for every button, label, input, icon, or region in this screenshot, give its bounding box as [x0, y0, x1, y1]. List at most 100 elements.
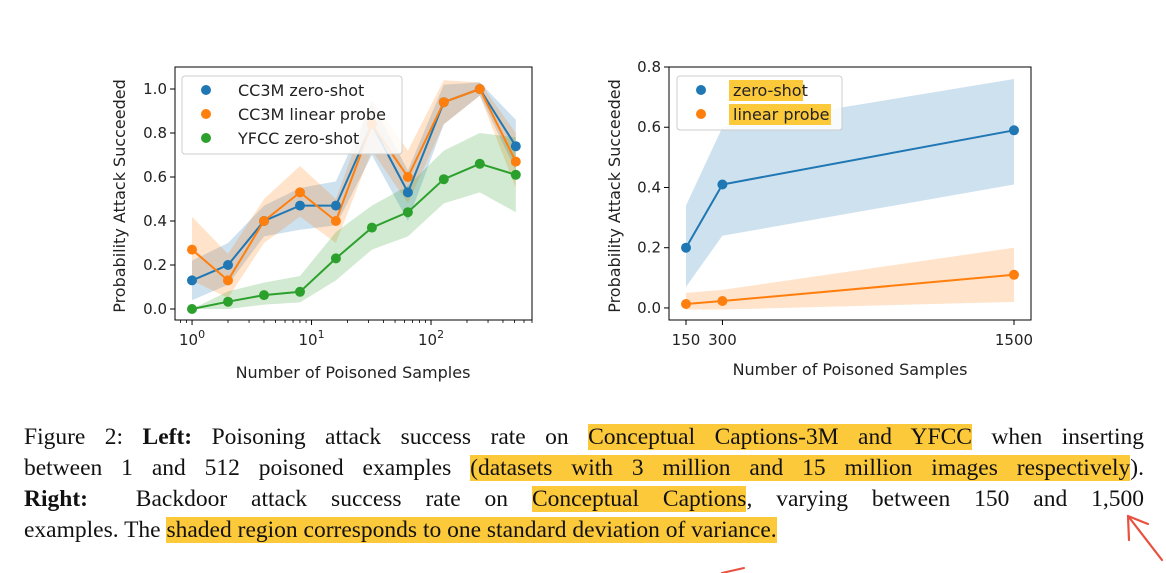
data-point: [681, 242, 691, 253]
right-x-ticks: 150 300 1500: [672, 320, 1033, 349]
right-y-axis-label: Probability Attack Succeeded: [605, 79, 624, 313]
std-band-1: [192, 80, 516, 298]
caption-highlight: Conceptual Captions: [531, 486, 747, 512]
data-point: [402, 207, 413, 218]
legend-marker: [201, 85, 211, 95]
caption-figure-label: Figure 2:: [24, 424, 143, 450]
legend-marker: [696, 109, 706, 119]
legend-marker: [201, 133, 211, 143]
caption-highlight: (datasets with 3 million and 15 million …: [470, 455, 1131, 481]
left-plot-frame: [174, 66, 533, 321]
legend-box: [181, 75, 403, 155]
left-chart-bands: [192, 80, 516, 309]
data-point: [717, 296, 728, 306]
right-plot-frame: [668, 66, 1032, 321]
data-point: [510, 156, 521, 167]
y-tick-label: 0.4: [143, 212, 167, 230]
data-point: [187, 244, 197, 255]
y-tick-label: 0.2: [143, 256, 167, 274]
y-tick-label: 0.4: [637, 178, 661, 196]
left-chart: 0.0 0.2 0.4 0.6 0.8 1.0 100 101 102 Number of P…: [110, 66, 533, 382]
right-legend: zero-shot linear probe: [676, 75, 843, 131]
data-point: [402, 172, 413, 182]
data-point: [187, 275, 197, 286]
caption-text: , varying between 150 and 1,500: [746, 486, 1144, 512]
caption-line-3: Right: Backdoor attack success rate on C…: [24, 484, 1144, 515]
legend-highlight: [729, 80, 803, 101]
figure-caption: Figure 2: Left: Poisoning attack success…: [24, 422, 1144, 546]
std-band-0: [192, 82, 516, 301]
right-chart-points: [681, 125, 1019, 309]
caption-text: between 1 and 512 poisoned examples: [24, 455, 471, 481]
y-tick-label: 0.2: [637, 239, 661, 257]
caption-text: Poisoning attack success rate on: [192, 424, 589, 450]
data-point: [223, 296, 233, 307]
data-point: [259, 290, 269, 301]
left-y-ticks: 0.0 0.2 0.4 0.6 0.8 1.0: [143, 80, 175, 318]
legend-label: zero-shot: [733, 81, 808, 100]
caption-line-1: Figure 2: Left: Poisoning attack success…: [24, 422, 1144, 453]
legend-label: YFCC zero-shot: [237, 129, 359, 148]
data-point: [474, 84, 485, 94]
data-point: [510, 169, 521, 180]
caption-line-4: examples. The shaded region corresponds …: [24, 515, 1144, 546]
data-point: [1009, 125, 1019, 136]
data-point: [295, 200, 305, 211]
series-line-1: [191, 87, 517, 282]
data-point: [223, 275, 233, 286]
legend-label: linear probe: [733, 105, 830, 124]
data-point: [295, 286, 305, 297]
right-chart-bands: [686, 79, 1014, 310]
data-point: [330, 200, 341, 211]
y-tick-label: 0.6: [143, 168, 167, 186]
data-point: [330, 253, 341, 264]
caption-highlight: Conceptual Captions-3M and YFCC: [588, 424, 972, 450]
legend-marker: [201, 109, 211, 119]
caption-text: when inserting: [971, 424, 1144, 450]
annotation-stroke-icon: [721, 567, 745, 573]
legend-marker: [696, 85, 706, 95]
y-tick-label: 1.0: [143, 80, 167, 98]
caption-text: examples. The: [24, 517, 167, 543]
caption-text: ).: [1130, 455, 1144, 481]
right-chart: 0.0 0.2 0.4 0.6 0.8 150 300 1500 Number of Poi…: [605, 58, 1033, 379]
x-tick-label: 300: [708, 331, 737, 349]
std-band-2: [192, 133, 516, 309]
caption-text: Backdoor attack success rate on: [87, 486, 532, 512]
x-tick-label: 150: [672, 331, 701, 349]
std-band-0: [686, 79, 1014, 287]
std-band-1: [686, 247, 1014, 310]
data-point: [187, 304, 197, 314]
data-point: [330, 216, 341, 226]
data-point: [259, 216, 269, 226]
data-point: [366, 222, 377, 233]
data-point: [1009, 269, 1019, 280]
data-point: [295, 187, 305, 198]
data-point: [717, 179, 728, 190]
legend-highlight: [729, 104, 831, 125]
x-tick-label: 1500: [995, 331, 1033, 349]
right-x-axis-label: Number of Poisoned Samples: [733, 360, 968, 379]
y-tick-label: 0.0: [143, 300, 167, 318]
y-tick-label: 0.0: [637, 299, 661, 317]
y-tick-label: 0.8: [637, 58, 661, 76]
data-point: [402, 187, 413, 198]
series-line-2: [191, 162, 517, 310]
left-legend: CC3M zero-shot CC3M linear probe YFCC zero…: [181, 75, 403, 155]
x-tick-label: 100: [179, 328, 205, 349]
left-y-axis-label: Probability Attack Succeeded: [110, 79, 129, 313]
data-point: [510, 141, 521, 152]
data-point: [223, 260, 233, 270]
caption-right-label: Right:: [24, 486, 88, 512]
left-x-ticks: 100 101 102: [179, 320, 533, 349]
data-point: [474, 158, 485, 169]
data-point: [438, 97, 449, 108]
legend-label: CC3M zero-shot: [238, 81, 364, 100]
x-tick-label: 102: [418, 328, 444, 349]
left-x-axis-label: Number of Poisoned Samples: [236, 363, 471, 382]
data-point: [681, 299, 691, 309]
y-tick-label: 0.8: [143, 124, 167, 142]
left-chart-lines: [191, 87, 517, 310]
figure: 0.0 0.2 0.4 0.6 0.8 1.0 100 101 102 Number of P…: [110, 58, 1033, 382]
legend-label: CC3M linear probe: [238, 105, 386, 124]
